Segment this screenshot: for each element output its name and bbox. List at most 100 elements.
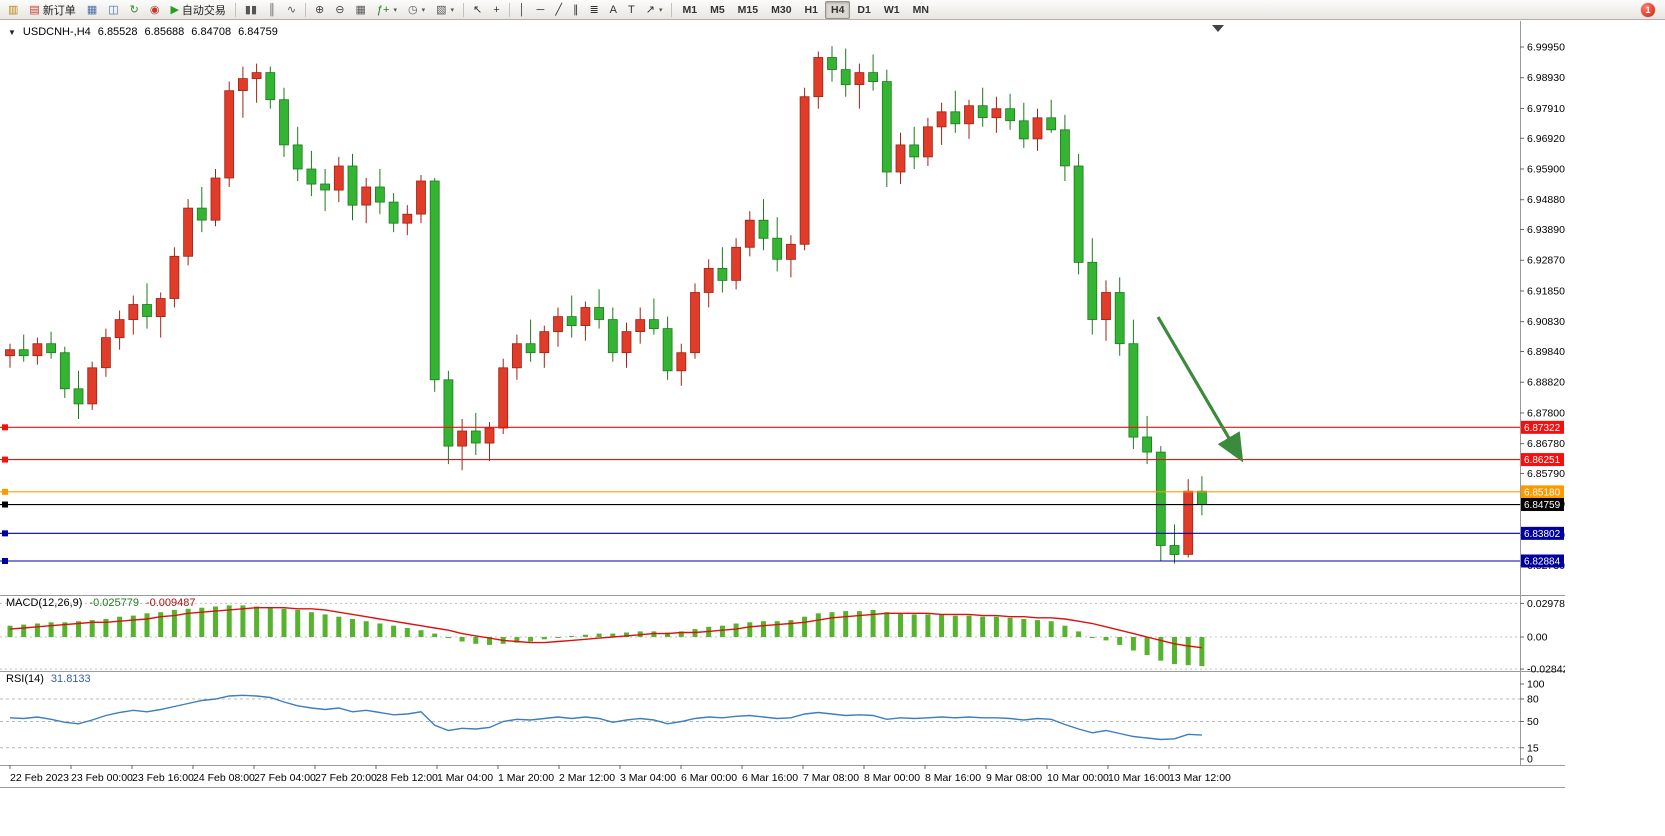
price-chart-canvas[interactable]: 6.99950 6.98930 6.97910 6.96920 6.95900 6.948… [0,21,1574,791]
indicators-icon[interactable]: ƒ+ ▾ [372,1,402,19]
macd-histogram-bar [103,619,109,637]
time-axis-label: 1 Mar 04:00 [437,772,493,784]
candlestick-chart-icon[interactable]: ║ [263,1,281,19]
timeframe-m5-button[interactable]: M5 [710,3,725,16]
candle-body [635,319,646,333]
candle-body [512,343,522,369]
timeframe-mn-button[interactable]: MN [912,3,929,16]
candle-body [416,180,426,215]
new-order-button[interactable]: ▤ 新订单 [24,1,80,19]
macd-histogram-bar [48,622,54,637]
rsi-axis-label: 50 [1527,716,1539,728]
zoom-out-icon[interactable]: ⊖ [330,1,349,19]
horizontal-line-icon: ─ [536,3,545,16]
time-axis-label: 27 Feb 20:00 [315,772,377,784]
arrows-icon[interactable]: ↗ ▾ [641,1,668,19]
hline-handle[interactable] [2,424,8,431]
timeframe-m1-button[interactable]: M1 [682,3,698,16]
candle-body [169,255,180,299]
bar-low-value: 6.84708 [191,26,232,38]
candle-body [347,165,358,206]
text-label-icon[interactable]: T [623,1,640,19]
timeframe-m15-button[interactable]: M15 [737,3,759,16]
macd-histogram-bar [89,620,95,637]
macd-main-value: -0.025779 [89,597,139,609]
hline-handle[interactable] [2,456,8,463]
candle-body [991,108,1002,119]
trend-arrow[interactable] [1156,316,1244,463]
macd-histogram-bar [199,607,205,637]
macd-histogram-bar [774,621,780,637]
candle-body [1046,117,1057,131]
autotrading-button-label: 自动交易 [181,4,226,17]
templates-icon: ▧ [436,3,447,16]
autotrading-button[interactable]: ▶ 自动交易 [165,1,230,19]
macd-histogram-bar [76,621,81,637]
timeframe-h4-button[interactable]: H4 [824,0,851,19]
chart-shift-marker[interactable] [1212,25,1224,32]
price-axis-label: 6.97910 [1527,103,1565,115]
candle-body [59,352,70,390]
macd-histogram-bar [733,623,739,637]
trendline-icon[interactable]: ╱ [550,1,567,19]
charts-icon[interactable]: ▦ [82,1,102,19]
equidistant-channel-icon[interactable]: ∥ [568,1,584,19]
templates-icon[interactable]: ▧ ▾ [431,1,459,19]
candle-body [1169,545,1180,555]
price-badge-value: 6.85180 [1524,487,1561,498]
cursor-icon[interactable]: ↖ [468,1,487,19]
terminal-icon[interactable]: ▥ [3,1,23,19]
macd-histogram-bar [7,625,13,637]
bars-chart-icon[interactable]: ▮▮ [240,1,262,19]
alerts-icon[interactable]: ◉ [145,1,165,19]
timeframe-h1-button[interactable]: H1 [804,3,818,16]
hline-handle[interactable] [2,501,8,508]
vertical-line-icon[interactable]: │ [514,1,531,19]
notification-icon[interactable]: 1 [1641,3,1655,17]
hline-handle[interactable] [2,530,8,537]
price-badge-value: 6.82884 [1524,556,1561,567]
toolbar-separator [463,2,464,17]
timeframe-m30-button[interactable]: M30 [771,3,792,16]
candle-body [142,304,152,317]
zoom-out-icon: ⊖ [335,3,345,16]
candle-body [840,69,851,86]
periods-icon[interactable]: ◷ ▾ [403,1,430,19]
fibonacci-icon[interactable]: ≣ [584,1,603,19]
time-axis-label: 13 Mar 12:00 [1169,772,1231,784]
macd-histogram-bar [391,625,397,637]
candle-body [881,81,892,173]
candle-body [498,367,509,429]
toolbar-separator [508,2,510,17]
macd-histogram-bar [678,631,684,637]
candle-body [333,165,344,191]
hline-handle[interactable] [2,557,8,564]
text-icon[interactable]: A [605,1,622,19]
price-badge [1521,420,1564,434]
alerts-icon: ◉ [149,3,160,16]
crosshair-icon[interactable]: + [488,1,504,19]
macd-histogram-bar [185,608,191,637]
profiles-icon[interactable]: ◫ [103,1,123,19]
price-axis-label: 6.86780 [1527,438,1565,450]
price-axis-label: 6.87800 [1527,407,1565,419]
refresh-icon[interactable]: ↻ [125,1,144,19]
zoom-in-icon[interactable]: ⊕ [310,1,329,19]
macd-histogram-bar [596,633,602,637]
one-click-trading-toggle[interactable]: ▼ [8,27,16,37]
text-icon: A [609,3,618,16]
candle-body [895,144,906,173]
line-chart-icon[interactable]: ∿ [282,1,301,19]
hline-handle[interactable] [2,488,8,495]
macd-histogram-bar [144,613,150,637]
macd-histogram-bar [1199,637,1205,667]
timeframe-d1-button[interactable]: D1 [857,3,871,16]
candle-body [1142,436,1152,453]
tile-windows-icon[interactable]: ▦ [350,1,370,19]
horizontal-line-icon[interactable]: ─ [532,1,550,19]
macd-histogram-bar [363,621,369,637]
timeframe-w1-button[interactable]: W1 [883,3,900,16]
candle-body [923,126,933,158]
price-axis-label: 6.88820 [1527,377,1565,389]
candles [5,46,1207,564]
